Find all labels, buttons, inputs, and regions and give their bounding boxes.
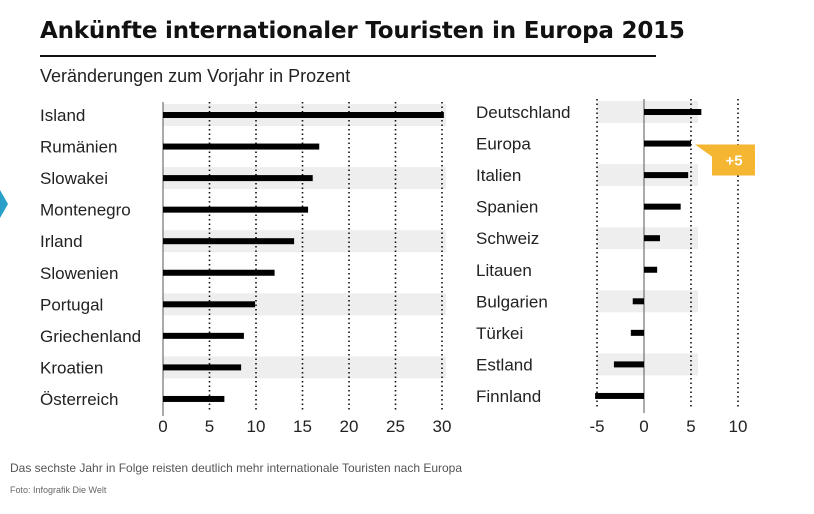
annotation-badge	[695, 144, 755, 176]
bar-slowakei	[163, 175, 313, 182]
tick-label-0-30: 30	[433, 417, 452, 436]
category-label-montenegro: Montenegro	[40, 201, 131, 220]
bar-litauen	[644, 266, 658, 273]
tick-label-1-0: 0	[639, 417, 648, 436]
bar-schweiz	[644, 235, 660, 242]
tick-label-0-0: 0	[158, 417, 167, 436]
annotation-label: +5	[725, 153, 742, 170]
tick-label-0-15: 15	[293, 417, 312, 436]
bar-bulgarien	[632, 298, 644, 305]
tick-label-1-5: 5	[686, 417, 695, 436]
bar-estland	[613, 361, 644, 368]
category-label-rumänien: Rumänien	[40, 138, 118, 157]
tick-label-1-10: 10	[729, 417, 748, 436]
chart-subtitle: Veränderungen zum Vorjahr in Prozent	[40, 66, 351, 86]
bar-montenegro	[163, 206, 309, 213]
bar-spanien	[644, 203, 681, 210]
bar-island	[163, 112, 444, 118]
category-label-spanien: Spanien	[476, 198, 538, 217]
title-underline	[40, 55, 656, 57]
category-label-island: Island	[40, 106, 85, 125]
bar-portugal	[163, 301, 256, 308]
category-label-türkei: Türkei	[476, 324, 523, 343]
tick-label-0-5: 5	[205, 417, 214, 436]
band-0-4	[163, 230, 446, 253]
category-label-italien: Italien	[476, 166, 521, 185]
category-label-österreich: Österreich	[40, 390, 118, 409]
side-tab-arrow[interactable]	[0, 190, 8, 218]
bar-rumänien	[163, 143, 320, 150]
category-label-litauen: Litauen	[476, 261, 532, 280]
bar-slowenien	[163, 269, 275, 276]
bar-österreich	[163, 395, 225, 402]
bar-griechenland	[163, 332, 244, 339]
category-label-finnland: Finnland	[476, 387, 541, 406]
category-label-europa: Europa	[476, 135, 531, 154]
tick-label-0-25: 25	[386, 417, 405, 436]
bar-irland	[163, 238, 295, 245]
category-label-bulgarien: Bulgarien	[476, 292, 548, 311]
caption: Das sechste Jahr in Folge reisten deutli…	[10, 461, 463, 475]
tick-label-0-10: 10	[247, 417, 266, 436]
category-label-schweiz: Schweiz	[476, 229, 539, 248]
bar-italien	[644, 172, 689, 179]
category-label-kroatien: Kroatien	[40, 358, 103, 377]
band-1-8	[597, 353, 698, 376]
bar-kroatien	[163, 364, 242, 371]
photo-credit: Foto: Infografik Die Welt	[10, 485, 107, 495]
band-0-8	[163, 356, 446, 379]
category-label-griechenland: Griechenland	[40, 327, 141, 346]
bar-europa	[644, 140, 691, 147]
bar-finnland	[595, 392, 644, 399]
category-label-slowakei: Slowakei	[40, 169, 108, 188]
category-label-deutschland: Deutschland	[476, 103, 571, 122]
category-label-portugal: Portugal	[40, 295, 103, 314]
band-0-6	[163, 293, 446, 316]
bar-türkei	[630, 329, 644, 336]
tick-label-1--5: -5	[589, 417, 604, 436]
tick-label-0-20: 20	[340, 417, 359, 436]
category-label-slowenien: Slowenien	[40, 264, 118, 283]
category-label-estland: Estland	[476, 355, 533, 374]
category-label-irland: Irland	[40, 232, 83, 251]
chart-title: Ankünfte internationaler Touristen in Eu…	[40, 18, 685, 44]
bar-deutschland	[644, 109, 702, 115]
band-1-6	[597, 290, 698, 313]
